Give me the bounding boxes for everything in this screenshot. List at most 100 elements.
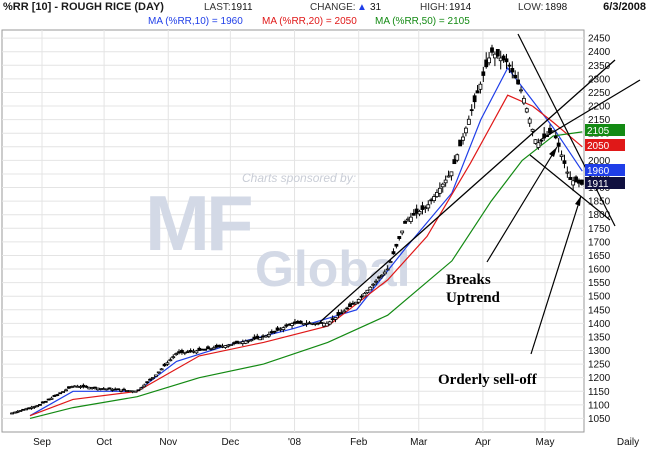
x-tick-label: Oct: [96, 437, 112, 448]
price-bar-body: [411, 212, 416, 216]
price-bar-body: [203, 348, 208, 351]
price-bar-body: [290, 323, 294, 326]
x-tick-label: Mar: [410, 437, 428, 448]
price-bar-body: [153, 374, 158, 377]
annotation-uptrend: Uptrend: [446, 290, 501, 306]
price-bar-body: [521, 97, 526, 104]
price-bar-body: [156, 371, 161, 374]
low-label: LOW:: [518, 2, 544, 13]
price-bar-body: [211, 347, 216, 350]
price-bar-body: [472, 95, 477, 103]
price-bar-body: [571, 180, 576, 186]
price-bar-body: [417, 211, 422, 215]
price-bar-body: [446, 175, 451, 178]
price-bar-body: [475, 90, 480, 94]
price-bar-body: [162, 363, 167, 367]
price-bar-body: [356, 299, 361, 303]
price-bar-body: [122, 388, 126, 391]
arrow-head-breaks: [549, 147, 557, 157]
price-bar-body: [142, 384, 147, 388]
trendline-uptrend: [319, 59, 616, 323]
price-bar-body: [562, 160, 567, 164]
price-bar-body: [539, 139, 544, 142]
y-tick-label: 2150: [588, 115, 611, 126]
price-bar-body: [52, 395, 57, 397]
price-bar-body: [55, 394, 60, 396]
price-bar-body: [43, 400, 48, 403]
price-bar-body: [133, 390, 138, 393]
y-tick-label: 2200: [588, 102, 611, 113]
chart-date: 6/3/2008: [603, 1, 646, 13]
y-tick-label: 2000: [588, 156, 611, 167]
price-bar-body: [119, 389, 123, 392]
price-bar-body: [266, 334, 271, 337]
price-label-text: 1960: [587, 166, 610, 177]
trendlines: [319, 33, 641, 355]
watermark: Charts sponsored by: MF Global: [145, 171, 411, 297]
price-label-text: 2105: [587, 126, 610, 137]
price-bar-body: [440, 183, 445, 188]
price-bar-body: [469, 109, 474, 112]
price-bar-body: [24, 408, 28, 411]
price-bar-body: [510, 68, 515, 73]
change-up-icon: ▲: [357, 2, 367, 13]
ma20-legend: MA (%RR,20) = 2050: [262, 16, 357, 27]
annotation-orderly-selloff: Orderly sell-off: [438, 372, 538, 388]
header-bar: [0, 0, 650, 15]
y-tick-label: 1150: [588, 387, 610, 398]
price-bar-body: [377, 276, 381, 279]
price-bar-body: [408, 216, 413, 222]
x-axis: Sep Oct Nov Dec '08 Feb Mar Apr May Daily: [33, 437, 639, 448]
price-bar-body: [516, 79, 520, 85]
price-bar-body: [524, 108, 529, 113]
x-tick-label: May: [536, 437, 555, 448]
annotations: Breaks Uptrend Orderly sell-off: [438, 272, 538, 388]
price-bar-body: [362, 292, 367, 297]
price-bar-body: [452, 159, 457, 165]
price-bar-body: [35, 405, 40, 408]
price-bar-body: [397, 236, 402, 240]
price-bar-body: [426, 204, 431, 209]
price-bar-body: [487, 57, 492, 64]
y-tick-label: 1650: [588, 251, 611, 262]
price-bar-body: [348, 303, 352, 307]
y-tick-label: 1450: [588, 305, 611, 316]
price-bar-body: [458, 139, 463, 147]
price-bar-body: [371, 283, 376, 286]
price-bar-body: [530, 128, 535, 132]
ma50-legend: MA (%RR,50) = 2105: [375, 16, 470, 27]
price-bar-body: [272, 330, 277, 333]
price-bar-body: [327, 321, 332, 325]
y-tick-label: 1550: [588, 278, 611, 289]
trendline-support: [529, 154, 611, 221]
price-bar-body: [206, 346, 210, 350]
trendline-parallel-upper: [539, 79, 641, 141]
price-bar-body: [345, 307, 350, 310]
price-bar-body: [388, 261, 393, 263]
price-bar-body: [391, 251, 396, 255]
y-tick-label: 2350: [588, 61, 611, 72]
trendline-downtrend: [517, 33, 616, 227]
price-bar-body: [324, 322, 329, 327]
price-bar-body: [449, 171, 454, 177]
price-bar-body: [504, 58, 509, 63]
price-bar-body: [139, 387, 144, 390]
price-bar-body: [165, 362, 170, 365]
x-tick-label: Sep: [33, 437, 51, 448]
price-bar-body: [84, 385, 89, 388]
price-bar-body: [461, 136, 465, 141]
y-tick-label: 1350: [588, 332, 611, 343]
price-bar-body: [185, 351, 190, 354]
price-label-text: 2050: [587, 141, 610, 152]
y-tick-label: 1600: [588, 265, 611, 276]
price-bar-body: [353, 301, 358, 305]
y-tick-label: 1200: [588, 373, 611, 384]
price-bar-body: [180, 350, 184, 353]
y-tick-label: 2250: [588, 88, 611, 99]
ma10-legend: MA (%RR,10) = 1960: [148, 16, 243, 27]
price-bar-body: [93, 386, 97, 389]
price-bar-body: [556, 142, 561, 147]
change-value: 31: [370, 2, 382, 13]
price-bar-body: [507, 64, 512, 67]
grid-layer: [1, 29, 585, 433]
